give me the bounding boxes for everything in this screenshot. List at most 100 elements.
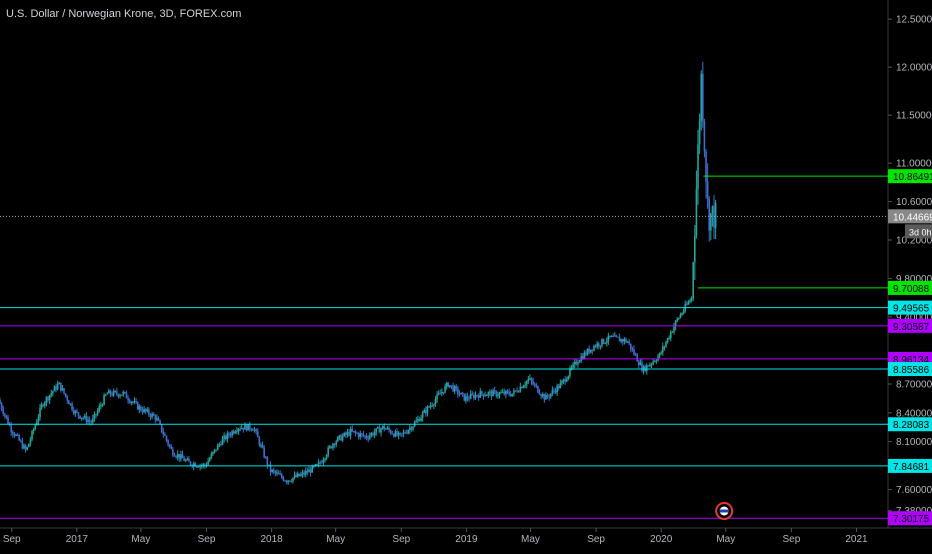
candle-body [710, 213, 712, 231]
level-price-badge [888, 300, 932, 315]
candle-body [221, 438, 224, 445]
candle-body [298, 473, 301, 477]
candle-body [239, 428, 241, 430]
candle-body [524, 384, 526, 387]
candle-body [562, 379, 565, 382]
candle-body [447, 382, 450, 387]
candle-body [77, 412, 80, 416]
candle-body [140, 406, 142, 411]
candle-body [223, 435, 225, 439]
candle-body [540, 394, 542, 397]
candle-body [224, 435, 227, 440]
candle-body [284, 480, 286, 482]
candle-body [570, 367, 573, 369]
candle-body [711, 206, 714, 214]
candle-body [634, 354, 637, 356]
candle-body [32, 429, 35, 432]
level-price-label: 9.70088 [893, 284, 930, 295]
candle-body [314, 464, 317, 467]
candle-body [10, 425, 13, 432]
candle-body [565, 379, 568, 382]
candle-body [120, 394, 123, 396]
candle-body [412, 426, 414, 430]
candle-body [64, 393, 67, 397]
last-price-label: 10.44669 [893, 212, 932, 223]
candle-body [569, 368, 571, 376]
candle-body [306, 471, 309, 473]
candle-body [665, 342, 667, 347]
candle-body [250, 429, 253, 431]
candle-body [706, 181, 709, 199]
candle-body [274, 471, 277, 474]
candle-body [82, 417, 85, 419]
candle-body [529, 378, 531, 380]
candle-body [36, 422, 38, 426]
candle-body [527, 379, 530, 382]
candle-body [428, 406, 430, 408]
candle-body [375, 428, 378, 433]
candle-body [670, 332, 672, 339]
candle-body [157, 418, 160, 421]
candle-body [601, 338, 603, 346]
candle-body [234, 431, 237, 434]
candle-body [316, 464, 318, 466]
candle-body [28, 443, 30, 448]
candle-body [24, 445, 27, 450]
price-tick-label: 12.50000 [896, 15, 932, 26]
candle-body [383, 425, 386, 430]
candle-body [71, 403, 73, 410]
candle-body [180, 454, 182, 459]
candle-body [258, 437, 261, 446]
candle-body [564, 379, 566, 382]
candle-body [623, 338, 626, 342]
candle-body [93, 413, 96, 419]
candle-body [452, 385, 454, 392]
candle-body [138, 406, 141, 410]
candle-body [160, 423, 163, 432]
candle-body [40, 404, 43, 408]
candle-body [658, 353, 661, 357]
candle-body [511, 393, 514, 397]
candle-body [661, 346, 664, 353]
candle-body [460, 392, 462, 395]
candle-body [285, 480, 288, 483]
candle-body [596, 343, 598, 347]
time-tick-label: May [131, 534, 150, 545]
candle-body [498, 392, 501, 396]
candle-body [365, 435, 368, 439]
candle-body [149, 414, 152, 418]
candle-body [431, 405, 434, 407]
price-tick-label: 9.80000 [896, 274, 932, 285]
level-price-label: 8.28083 [893, 420, 930, 431]
candle-body [668, 338, 671, 340]
event-flag-icon [719, 509, 729, 513]
level-price-label: 7.84681 [893, 462, 930, 473]
candle-body [72, 409, 75, 414]
candle-body [279, 474, 281, 476]
candle-body [450, 385, 453, 387]
candle-body [116, 391, 118, 395]
candle-body [380, 428, 382, 433]
candle-body [591, 349, 594, 351]
candle-body [671, 331, 674, 333]
candle-body [533, 384, 536, 386]
candle-body [0, 403, 3, 410]
candle-body [66, 396, 69, 401]
candle-body [220, 444, 222, 446]
candle-body [613, 335, 616, 337]
candle-body [133, 401, 136, 403]
candle-body [410, 427, 413, 430]
candle-body [0, 399, 1, 404]
candle-body [437, 393, 440, 395]
candle-body [610, 335, 613, 337]
price-tick-label: 7.60000 [896, 485, 932, 496]
candle-body [405, 433, 408, 435]
candle-body [519, 386, 522, 392]
candle-body [694, 235, 696, 263]
candle-body [31, 431, 33, 440]
candle-body [521, 386, 523, 389]
candle-body [356, 432, 358, 434]
candle-body [484, 395, 486, 397]
